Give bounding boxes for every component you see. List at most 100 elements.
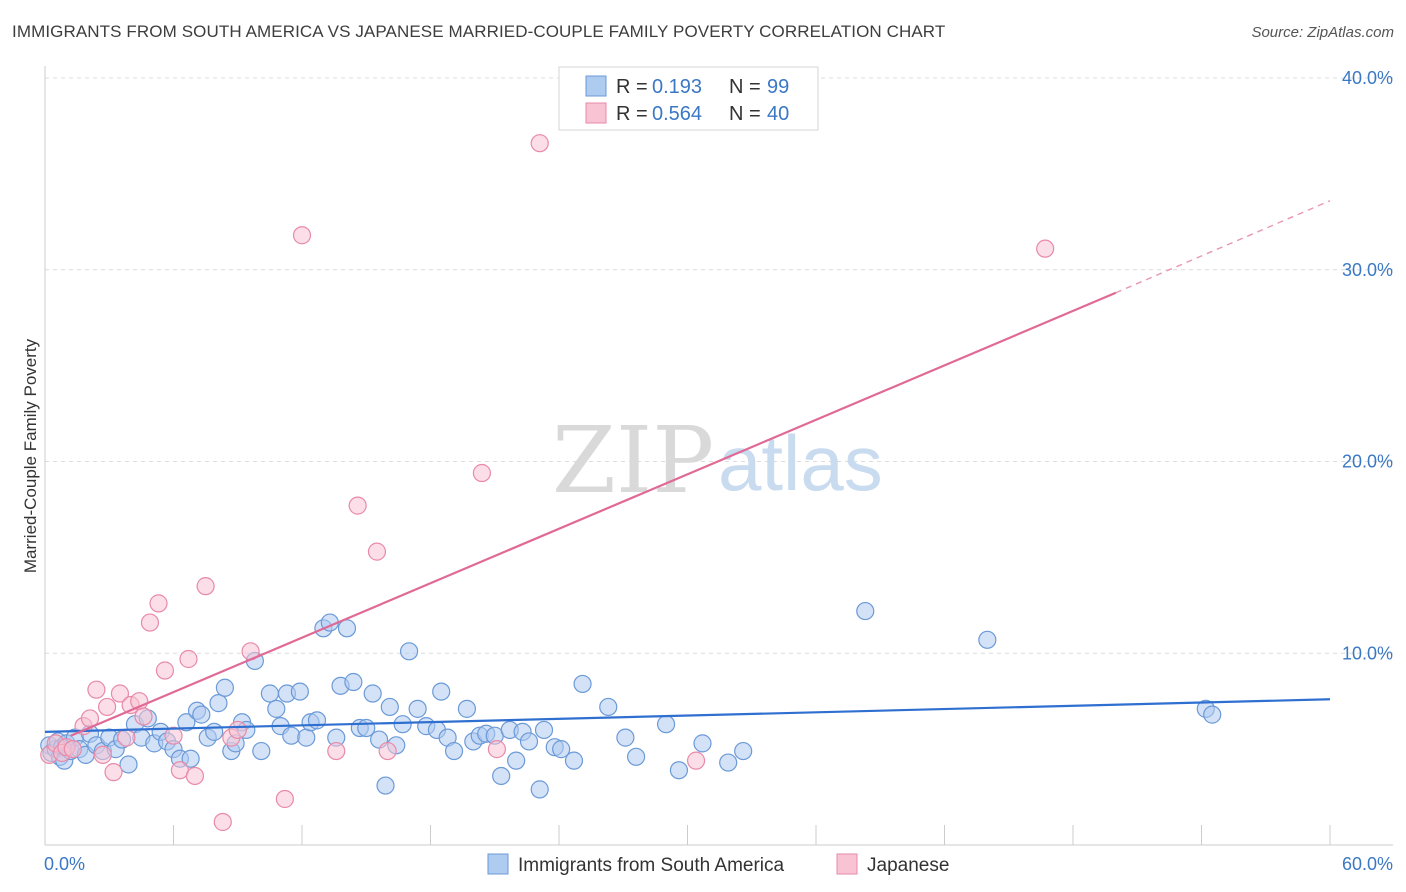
pink-trend-extension [1115,200,1331,294]
pink-point-10 [104,763,123,782]
pink-point-8 [93,745,112,764]
blue-point-84 [552,740,571,759]
blue-point-42 [267,699,286,718]
x-tick-label-max: 60.0% [1342,854,1393,874]
pink-point-31 [348,496,367,515]
blue-point-34 [215,678,234,697]
pink-point-19 [164,726,183,745]
y-tick-label-3: 40.0% [1342,68,1393,88]
blue-point-86 [573,674,592,694]
pink-point-4 [63,740,82,759]
pink-point-35 [487,740,506,759]
pink-point-26 [228,720,247,740]
legend-n-label-blue: N = [729,76,761,98]
correlation-legend: R = 0.193 N = 99 R = 0.564 N = 40 [558,66,819,131]
y-tick-label-1: 20.0% [1342,452,1393,472]
blue-point-93 [719,753,738,772]
blue-point-91 [669,761,689,780]
y-tick-labels: 10.0% 20.0% 30.0% 40.0% [1342,68,1393,663]
x-tick-label-min: 0.0% [44,854,85,874]
pink-point-15 [134,707,153,726]
blue-point-27 [177,713,196,732]
watermark: ZIP atlas [552,407,883,514]
axes [44,66,1393,846]
blue-point-68 [432,682,451,701]
blue-point-60 [376,776,395,795]
watermark-atlas: atlas [718,419,883,507]
legend-n-value-blue: 99 [767,76,789,98]
blue-point-80 [519,732,539,751]
bottom-legend-swatch-pink [836,853,858,875]
blue-point-82 [534,720,554,740]
blue-point-45 [282,726,301,745]
pink-point-38 [1036,239,1055,258]
pink-point-7 [87,680,106,699]
blue-point-47 [297,728,316,747]
blue-point-65 [408,699,427,718]
blue-point-33 [209,694,228,713]
blue-series-points [40,601,1222,799]
bottom-legend-label-blue: Immigrants from South America [518,855,785,876]
chart-title: IMMIGRANTS FROM SOUTH AMERICA VS JAPANES… [12,22,946,41]
pink-point-9 [98,697,117,717]
legend-swatch-blue [585,75,607,97]
pink-point-23 [196,577,215,596]
legend-r-label-pink: R = [616,103,648,125]
blue-point-58 [363,684,382,703]
y-tick-label-0: 10.0% [1342,643,1393,663]
blue-point-76 [492,766,511,786]
pink-point-37 [686,751,706,770]
pink-point-22 [185,766,205,786]
pink-point-29 [292,226,312,245]
source-label: Source: ZipAtlas.com [1251,24,1394,41]
legend-n-value-pink: 40 [767,103,789,125]
blue-point-55 [344,672,363,692]
legend-swatch-pink [585,102,607,124]
blue-point-70 [444,741,464,761]
pink-point-21 [179,649,198,669]
blue-point-87 [599,697,618,717]
blue-point-49 [307,711,327,730]
blue-point-78 [507,751,526,770]
legend-r-value-blue: 0.193 [652,76,702,98]
pink-point-12 [117,728,136,747]
pink-series-points [40,134,1055,832]
blue-point-89 [626,747,646,766]
blue-point-96 [978,630,997,649]
blue-point-40 [252,741,271,761]
blue-point-61 [380,697,399,717]
blue-point-54 [337,619,357,638]
blue-point-88 [616,728,635,747]
blue-point-41 [260,684,279,703]
blue-point-32 [205,722,224,741]
gridlines [45,77,1393,654]
blue-point-95 [856,601,875,621]
pink-point-34 [472,463,491,483]
legend-r-label-blue: R = [616,76,648,98]
legend-n-label-pink: N = [729,103,761,125]
blue-point-71 [457,699,477,718]
blue-point-46 [290,682,309,701]
pink-point-30 [327,741,346,761]
pink-point-16 [140,613,160,632]
trend-lines [44,200,1331,737]
series-legend: Immigrants from South America Japanese [487,853,949,876]
pink-point-11 [110,684,130,703]
y-tick-label-2: 30.0% [1342,260,1393,280]
blue-point-98 [1203,705,1222,724]
y-axis-title: Married-Couple Family Poverty [21,338,40,573]
blue-point-90 [656,715,676,734]
blue-trend-line [44,698,1331,733]
pink-point-18 [155,661,175,680]
blue-point-92 [693,734,712,753]
pink-point-33 [378,741,397,761]
blue-point-30 [192,705,211,724]
pink-point-32 [367,542,387,561]
x-tick-labels: 0.0% 60.0% [44,854,1393,874]
pink-point-36 [530,134,549,153]
pink-point-28 [275,789,294,809]
legend-r-value-pink: 0.564 [652,103,702,125]
bottom-legend-label-pink: Japanese [867,855,949,876]
blue-point-85 [564,751,584,770]
